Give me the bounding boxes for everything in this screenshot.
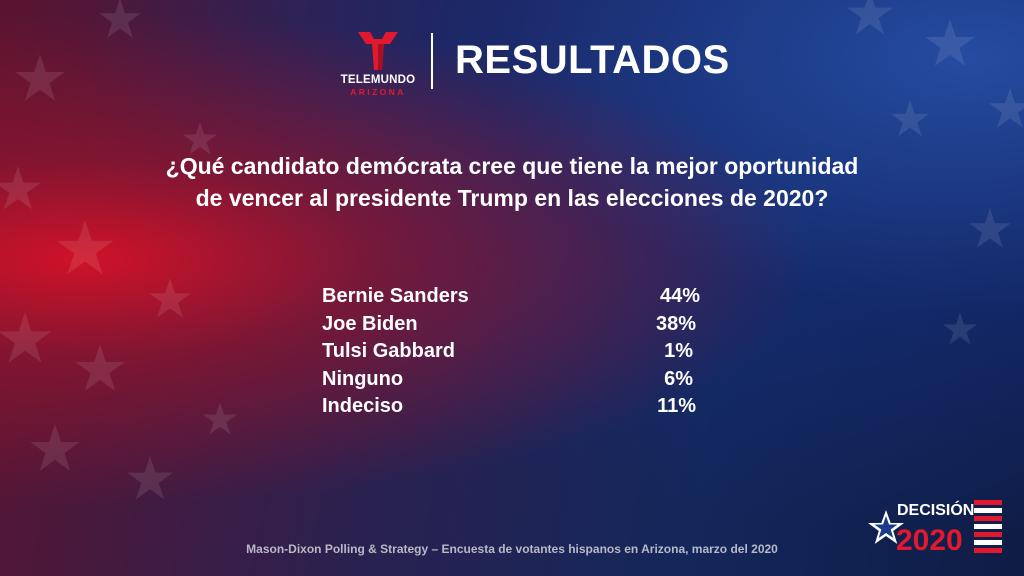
candidate-percent: 44% bbox=[659, 285, 700, 307]
decision-2020-badge: DECISIÓN 2020 bbox=[868, 500, 1002, 556]
result-row: Ninguno 6% bbox=[322, 368, 722, 396]
logo-name: TELEMUNDO bbox=[340, 74, 416, 86]
candidate-percent: 11% bbox=[657, 395, 696, 417]
candidate-name: Indeciso bbox=[322, 395, 404, 417]
candidate-name: Bernie Sanders bbox=[322, 285, 469, 307]
badge-year: 2020 bbox=[896, 524, 963, 556]
results-list: Bernie Sanders 44% Joe Biden 38% Tulsi G… bbox=[322, 285, 722, 423]
candidate-percent: 38% bbox=[655, 312, 696, 335]
result-row: Bernie Sanders 44% bbox=[322, 285, 722, 313]
candidate-percent: 6% bbox=[664, 367, 693, 390]
candidate-percent: 1% bbox=[664, 340, 693, 362]
page-title: RESULTADOS bbox=[455, 38, 730, 82]
candidate-name: Ninguno bbox=[322, 367, 404, 390]
source-footnote: Mason-Dixon Polling & Strategy – Encuest… bbox=[246, 542, 778, 556]
star-flag-icon bbox=[868, 500, 1002, 553]
result-row: Tulsi Gabbard 1% bbox=[322, 340, 722, 368]
logo-region: ARIZONA bbox=[350, 87, 406, 97]
telemundo-arizona-logo: TELEMUNDO ARIZONA bbox=[338, 30, 418, 100]
question-line-1: ¿Qué candidato demócrata cree que tiene … bbox=[165, 153, 859, 179]
header-divider bbox=[431, 33, 433, 89]
telemundo-t-icon bbox=[358, 32, 398, 70]
header: TELEMUNDO ARIZONA RESULTADOS bbox=[0, 30, 1024, 100]
poll-question: ¿Qué candidato demócrata cree que tiene … bbox=[80, 150, 944, 214]
candidate-name: Joe Biden bbox=[322, 312, 418, 335]
result-row: Joe Biden 38% bbox=[322, 313, 722, 341]
result-row: Indeciso 11% bbox=[322, 395, 722, 423]
question-line-2: de vencer al presidente Trump en las ele… bbox=[195, 185, 829, 211]
candidate-name: Tulsi Gabbard bbox=[322, 340, 455, 362]
badge-top-text: DECISIÓN bbox=[897, 500, 974, 519]
